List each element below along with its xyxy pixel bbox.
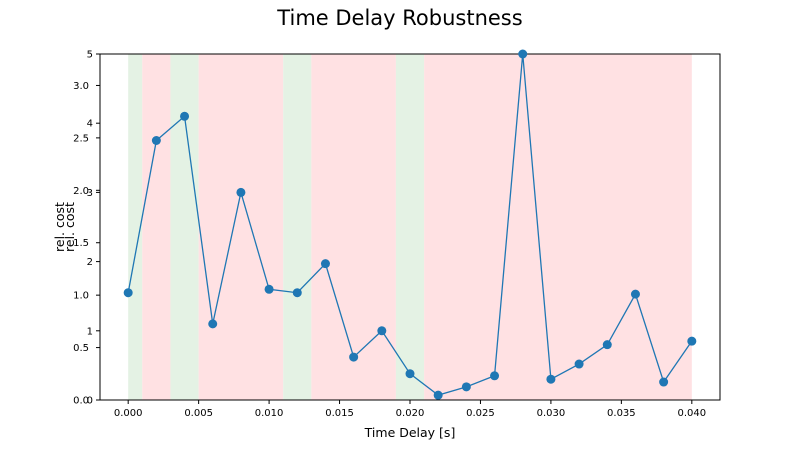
y-axis-label-overlay: rel. cost [62, 202, 77, 252]
y-axis-label: rel. cost [52, 202, 67, 252]
data-point [180, 111, 190, 121]
y-tick-label: 1 [87, 326, 93, 337]
x-axis-label: Time Delay [s] [364, 425, 456, 440]
data-point [602, 340, 612, 350]
background-band-green-0 [128, 54, 143, 400]
x-tick-label: 0.040 [677, 408, 706, 419]
y2-tick-label: 0.5 [73, 343, 89, 354]
data-point [630, 289, 640, 299]
chart-title: Time Delay Robustness [276, 6, 522, 30]
x-tick-label: 0.010 [255, 408, 284, 419]
data-point [208, 319, 218, 329]
background-band-red-1 [142, 54, 171, 400]
y2-tick-label: 2.0 [73, 186, 89, 197]
data-point [377, 326, 387, 336]
data-point [292, 288, 302, 298]
data-point [151, 136, 161, 145]
data-point [433, 390, 443, 400]
y2-tick-label: 0.0 [73, 396, 89, 407]
background-band-green-4 [283, 54, 312, 400]
background-band-green-2 [170, 54, 199, 400]
y2-tick-label: 3.0 [73, 81, 89, 92]
x-tick-label: 0.030 [537, 408, 566, 419]
y-tick-label: 5 [87, 50, 93, 61]
data-point [687, 336, 697, 346]
x-tick-label: 0.025 [466, 408, 495, 419]
y-tick-label: 2 [87, 257, 93, 268]
y2-tick-label: 2.5 [73, 133, 89, 144]
data-point [518, 49, 528, 59]
y-tick-label: 3 [87, 188, 93, 199]
data-point [461, 382, 471, 392]
data-point [320, 259, 330, 269]
data-point [123, 288, 133, 298]
data-point [546, 374, 556, 384]
data-point [236, 187, 246, 197]
x-tick-label: 0.000 [114, 408, 143, 419]
background-band-green-6 [395, 54, 425, 400]
data-point [659, 377, 669, 387]
x-tick-label: 0.005 [184, 408, 213, 419]
data-point [574, 359, 584, 369]
y2-tick-label: 1.0 [73, 291, 89, 302]
data-point [264, 284, 274, 294]
y-tick-label: 0 [87, 396, 93, 407]
x-tick-label: 0.020 [396, 408, 425, 419]
x-tick-label: 0.035 [607, 408, 636, 419]
y-tick-label: 4 [87, 119, 93, 130]
data-point [405, 369, 415, 379]
background-band-red-7 [424, 54, 692, 400]
x-tick-label: 0.015 [325, 408, 354, 419]
background-band-red-5 [311, 54, 396, 400]
y2-tick-label: 1.5 [73, 238, 89, 249]
data-point [349, 352, 359, 362]
background-band-red-3 [198, 54, 284, 400]
data-point [490, 371, 500, 381]
